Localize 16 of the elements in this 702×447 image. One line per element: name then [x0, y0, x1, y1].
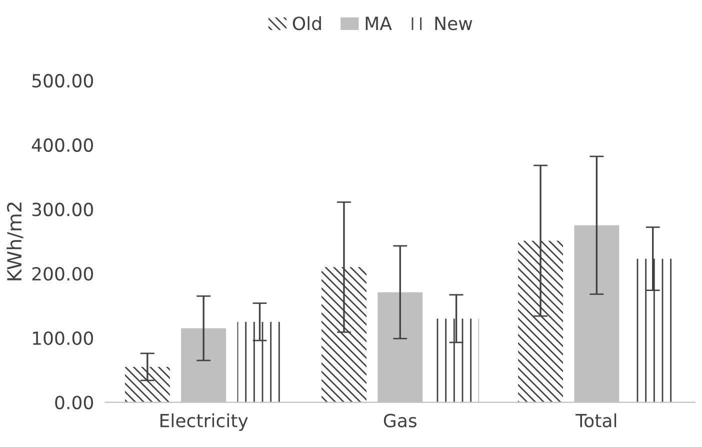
legend-label: Old: [292, 16, 321, 30]
y-tick-label: 300.00: [32, 202, 93, 216]
bar: [322, 267, 366, 402]
legend-label: MA: [366, 16, 392, 30]
x-tick-label: Total: [576, 413, 616, 428]
y-tick-label: 500.00: [32, 74, 93, 88]
legend-label: New: [435, 16, 472, 30]
y-axis-title: KWh/m2: [6, 202, 24, 280]
y-tick-label: 400.00: [32, 138, 93, 152]
x-tick-label: Gas: [384, 414, 416, 428]
bar: [124, 366, 170, 402]
y-tick-label: 100.00: [32, 331, 93, 346]
y-tick-label: 200.00: [32, 267, 93, 281]
bar: [518, 240, 564, 402]
y-tick-label: 0.00: [55, 396, 93, 410]
x-tick-label: Electricity: [160, 413, 248, 431]
